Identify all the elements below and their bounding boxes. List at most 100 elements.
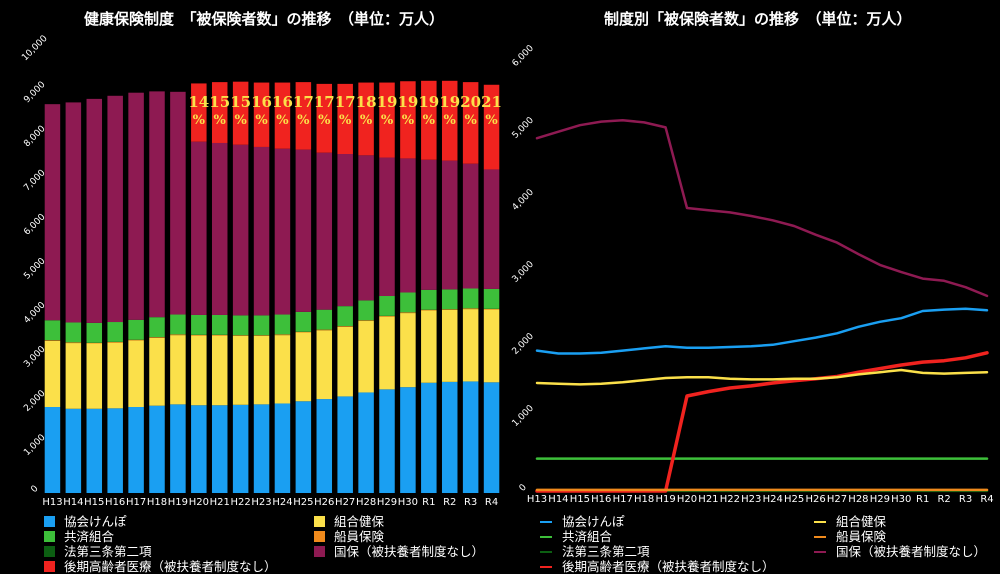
- data-label-percent-sign: %: [193, 113, 206, 128]
- legend-item-kokuho: 国保（被扶養者制度なし）: [314, 544, 484, 559]
- bar-kyosai: [253, 315, 270, 336]
- bar-kyosai: [462, 288, 479, 309]
- bar-kyokai: [441, 381, 458, 493]
- legend-label: 組合健保: [836, 514, 887, 529]
- data-label-percent: 19: [418, 93, 439, 111]
- x-tick-label: H13: [527, 494, 547, 505]
- bar-kyokai: [316, 399, 333, 493]
- legend-swatch: [44, 561, 55, 572]
- x-tick-label: H17: [126, 497, 146, 508]
- bar-kokuho: [316, 152, 333, 310]
- bar-kyosai: [441, 289, 458, 310]
- x-tick-label: H14: [548, 494, 568, 505]
- bar-kokuho: [483, 169, 500, 289]
- bar-senin: [462, 308, 479, 310]
- x-tick-label: R2: [443, 497, 456, 508]
- bar-kokuho: [44, 104, 61, 321]
- bar-kyokai: [128, 407, 144, 493]
- bar-kumiai: [44, 340, 61, 408]
- data-label-percent: 17: [314, 93, 335, 111]
- right-chart-title: 制度別「被保険者数」の推移 （単位：万人）: [604, 10, 912, 28]
- bar-kokuho: [400, 158, 416, 293]
- legend-label: 法第三条第二項: [64, 544, 152, 559]
- legend-swatch: [44, 531, 55, 542]
- bar-kyosai: [295, 311, 312, 332]
- x-tick-label: H24: [272, 497, 292, 508]
- data-label-percent-sign: %: [297, 113, 310, 128]
- bar-koki: [316, 83, 333, 153]
- bar-senin: [191, 334, 207, 336]
- bar-kokuho: [191, 141, 207, 315]
- x-tick-label: H21: [698, 494, 718, 505]
- bar-kumiai: [65, 343, 82, 409]
- x-tick-label: H23: [251, 497, 271, 508]
- bar-senin: [86, 342, 103, 344]
- bar-koki: [191, 83, 207, 142]
- bar-kumiai: [191, 335, 207, 406]
- x-tick-label: H30: [398, 497, 418, 508]
- legend-item-kyokai: 協会けんぽ: [44, 514, 127, 529]
- bar-senin: [421, 309, 437, 311]
- bar-kumiai: [316, 330, 333, 400]
- x-tick-label: H20: [189, 497, 209, 508]
- y-tick-label: 6,000: [511, 43, 536, 68]
- bar-senin: [274, 334, 291, 336]
- bar-kyosai: [379, 296, 395, 316]
- y-tick-label: 7,000: [22, 168, 47, 193]
- y-tick-label: 5,000: [22, 256, 47, 281]
- legend-item-senin: 船員保険: [814, 529, 886, 544]
- legend-item-kyosai: 共済組合: [540, 529, 612, 544]
- x-tick-label: H21: [210, 497, 230, 508]
- legend-label: 国保（被扶養者制度なし）: [334, 544, 485, 559]
- y-tick-label: 8,000: [22, 124, 47, 149]
- bar-koki: [337, 83, 353, 155]
- data-label-percent: 17: [335, 93, 356, 111]
- legend-line: [540, 565, 552, 568]
- bar-kyokai: [65, 408, 82, 493]
- y-tick-label: 6,000: [22, 212, 47, 237]
- legend-item-senin: 船員保険: [314, 529, 384, 544]
- legend-line: [814, 520, 826, 523]
- bar-koki: [274, 82, 291, 149]
- bar-kyokai: [462, 381, 479, 493]
- bar-kyokai: [483, 382, 500, 493]
- data-label-percent-sign: %: [444, 113, 457, 128]
- legend-line: [814, 550, 826, 553]
- legend-label: 船員保険: [334, 529, 385, 544]
- legend-line: [540, 535, 552, 538]
- data-label-percent-sign: %: [381, 113, 394, 128]
- x-tick-label: H26: [314, 497, 334, 508]
- data-label-percent: 19: [439, 93, 460, 111]
- legend-label: 法第三条第二項: [562, 544, 650, 559]
- bar-kyokai: [358, 392, 374, 493]
- data-label-percent: 16: [251, 93, 272, 111]
- bar-kyosai: [149, 317, 165, 338]
- bar-senin: [65, 342, 82, 344]
- bar-kyosai: [316, 309, 333, 330]
- bar-kyosai: [232, 315, 249, 336]
- bar-kyokai: [44, 407, 61, 493]
- data-label-percent: 16: [272, 93, 293, 111]
- x-tick-label: R1: [422, 497, 435, 508]
- bar-kyokai: [211, 405, 228, 493]
- x-tick-label: H18: [634, 494, 654, 505]
- bar-senin: [44, 340, 61, 341]
- bar-senin: [358, 320, 374, 322]
- bar-kyokai: [253, 404, 270, 493]
- data-label-percent: 14: [188, 93, 209, 111]
- x-tick-label: R1: [916, 494, 929, 505]
- data-label-percent: 20: [460, 93, 481, 111]
- legend-line: [540, 550, 552, 553]
- bar-kokuho: [462, 163, 479, 289]
- bar-koki: [400, 81, 416, 159]
- bar-kyokai: [421, 382, 437, 493]
- bar-senin: [337, 326, 353, 327]
- x-tick-label: R2: [937, 494, 950, 505]
- bar-koki: [483, 84, 500, 170]
- legend-label: 組合健保: [334, 514, 385, 529]
- bar-kumiai: [379, 316, 395, 390]
- bar-kyosai: [337, 306, 353, 326]
- x-tick-label: R4: [980, 494, 993, 505]
- bar-koki: [379, 82, 395, 158]
- bar-senin: [295, 331, 312, 333]
